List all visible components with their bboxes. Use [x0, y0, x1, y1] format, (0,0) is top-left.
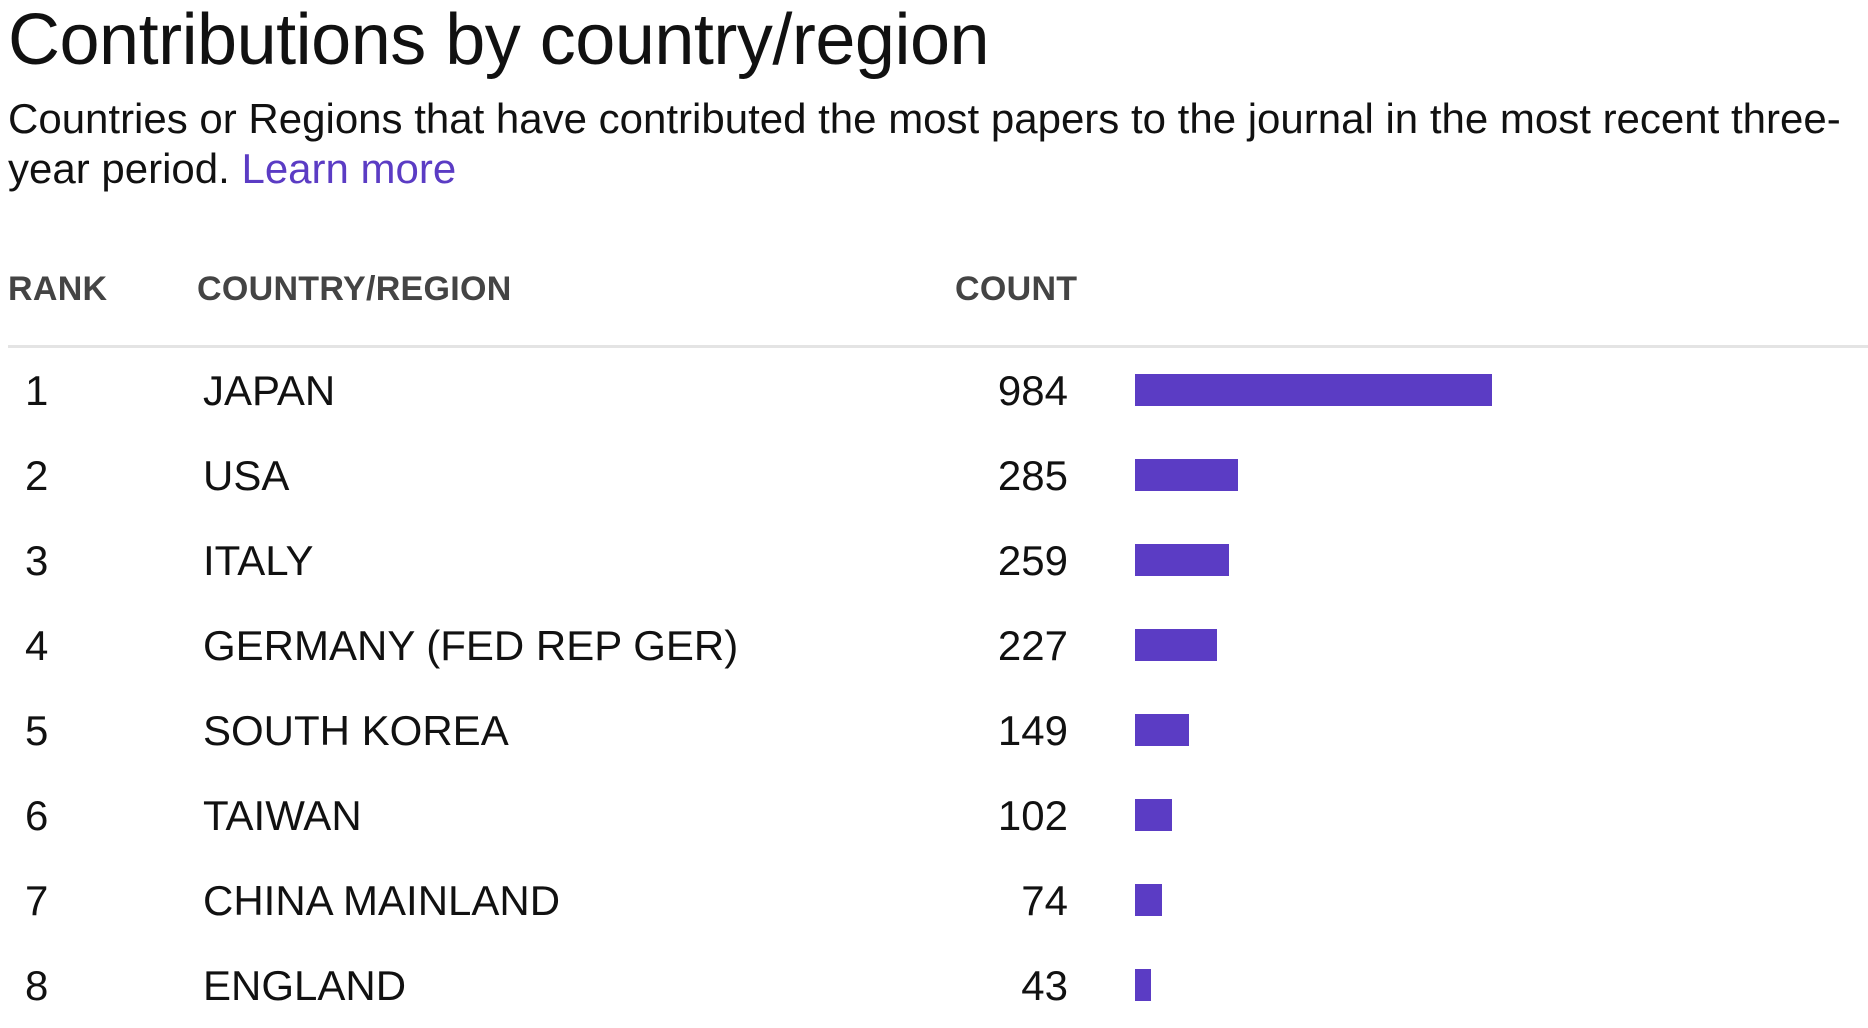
table-row: 3 ITALY 259 [8, 518, 1868, 603]
count-bar [1135, 629, 1217, 661]
country-region-cell: CHINA MAINLAND [203, 877, 561, 924]
country-region-cell: ITALY [203, 537, 314, 584]
count-cell: 984 [997, 367, 1068, 414]
count-header: COUNT [955, 270, 1078, 308]
country-region-header: COUNTRY/REGION [197, 270, 512, 308]
table-header: RANK COUNTRY/REGION COUNT [8, 250, 1868, 348]
learn-more-link[interactable]: Learn more [241, 145, 457, 192]
count-cell: 74 [1021, 877, 1068, 924]
table-body: 1 JAPAN 984 2 USA 285 3 ITALY 259 4 GERMANY (FED R… [8, 348, 1868, 1028]
rank-cell: 6 [25, 792, 49, 839]
rank-cell: 3 [25, 537, 49, 584]
contributions-panel: Contributions by country/region Countrie… [8, 0, 1868, 1018]
table-row: 1 JAPAN 984 [8, 348, 1868, 433]
count-cell: 259 [997, 537, 1068, 584]
contributions-table: RANK COUNTRY/REGION COUNT 1 JAPAN 984 2 USA 2… [8, 250, 1868, 1028]
rank-cell: 7 [25, 877, 49, 924]
count-cell: 285 [997, 452, 1068, 499]
country-region-cell: ENGLAND [203, 962, 407, 1009]
country-region-cell: USA [203, 452, 290, 499]
count-bar [1135, 374, 1492, 406]
rank-cell: 1 [25, 367, 49, 414]
rank-cell: 8 [25, 962, 49, 1009]
description-text: Countries or Regions that have contribut… [8, 95, 1841, 192]
count-cell: 43 [1021, 962, 1068, 1009]
table-row: 4 GERMANY (FED REP GER) 227 [8, 603, 1868, 688]
country-region-cell: SOUTH KOREA [203, 707, 509, 754]
table-row: 5 SOUTH KOREA 149 [8, 688, 1868, 773]
count-cell: 227 [997, 622, 1068, 669]
description: Countries or Regions that have contribut… [8, 94, 1868, 194]
count-bar [1135, 544, 1229, 576]
count-cell: 102 [997, 792, 1068, 839]
table-row: 2 USA 285 [8, 433, 1868, 518]
table-row: 6 TAIWAN 102 [8, 773, 1868, 858]
count-bar [1135, 714, 1189, 746]
rank-cell: 5 [25, 707, 49, 754]
count-bar [1135, 799, 1172, 831]
rank-header: RANK [8, 270, 108, 308]
count-bar [1135, 884, 1162, 916]
rank-cell: 4 [25, 622, 49, 669]
country-region-cell: JAPAN [203, 367, 336, 414]
country-region-cell: GERMANY (FED REP GER) [203, 622, 739, 669]
rank-cell: 2 [25, 452, 49, 499]
page-title: Contributions by country/region [8, 0, 990, 80]
table-row: 8 ENGLAND 43 [8, 943, 1868, 1028]
country-region-cell: TAIWAN [203, 792, 362, 839]
count-bar [1135, 459, 1238, 491]
table-row: 7 CHINA MAINLAND 74 [8, 858, 1868, 943]
count-bar [1135, 969, 1151, 1001]
count-cell: 149 [997, 707, 1068, 754]
